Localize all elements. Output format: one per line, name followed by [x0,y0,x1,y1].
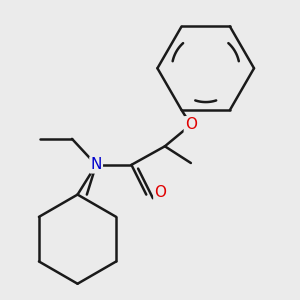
Text: O: O [185,117,197,132]
Text: N: N [90,158,102,172]
Text: O: O [154,185,166,200]
